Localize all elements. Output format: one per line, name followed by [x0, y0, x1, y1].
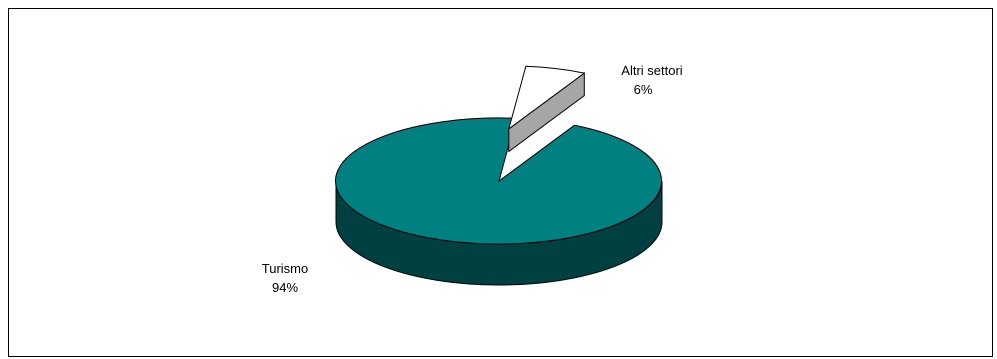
chart-area: Altri settori 6% Turismo 94%: [8, 8, 993, 357]
slice-turismo: [335, 117, 662, 245]
data-label-turismo-pct: 94%: [272, 280, 298, 295]
data-label-altri-settori-pct: 6%: [634, 82, 653, 97]
pie-chart: Altri settori 6% Turismo 94%: [262, 63, 683, 295]
data-label-turismo-name: Turismo: [262, 261, 308, 276]
data-label-altri-settori-name: Altri settori: [621, 63, 683, 78]
slice-altri-settori: [507, 65, 586, 131]
